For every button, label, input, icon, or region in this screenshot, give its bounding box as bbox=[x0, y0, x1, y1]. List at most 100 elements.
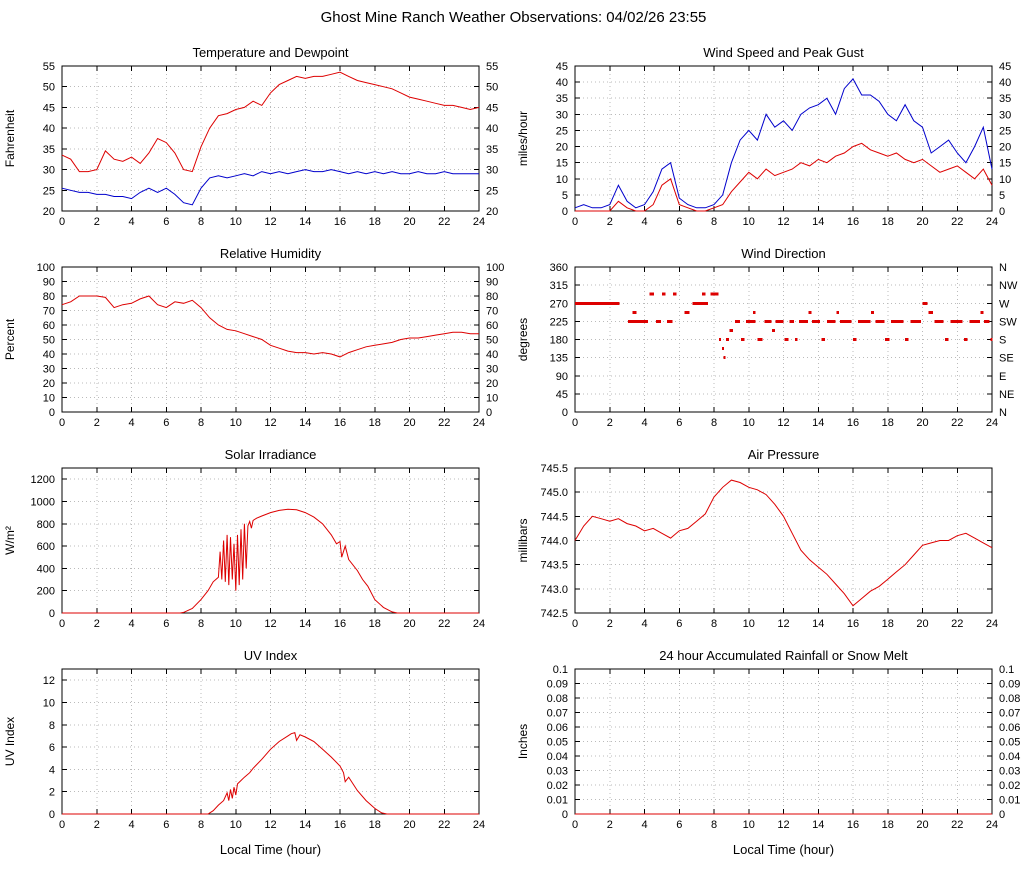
svg-text:15: 15 bbox=[556, 158, 568, 170]
svg-text:30: 30 bbox=[556, 109, 568, 121]
svg-text:2: 2 bbox=[607, 216, 613, 228]
svg-text:30: 30 bbox=[486, 364, 498, 376]
svg-text:5: 5 bbox=[999, 190, 1005, 202]
svg-text:35: 35 bbox=[999, 93, 1011, 105]
svg-text:45: 45 bbox=[556, 389, 568, 401]
svg-text:6: 6 bbox=[163, 618, 169, 630]
svg-text:20: 20 bbox=[916, 819, 928, 831]
svg-text:2: 2 bbox=[94, 417, 100, 429]
svg-text:0: 0 bbox=[562, 809, 568, 821]
svg-text:40: 40 bbox=[43, 349, 55, 361]
svg-text:0: 0 bbox=[562, 206, 568, 218]
svg-text:N: N bbox=[999, 407, 1007, 419]
svg-text:22: 22 bbox=[438, 216, 450, 228]
chart-air-pressure: Air Pressure 0 2 4 6 8 10 12 14 16 18 20 22 24 742.5 74… bbox=[513, 442, 1027, 643]
svg-text:S: S bbox=[999, 335, 1006, 347]
svg-text:10: 10 bbox=[230, 216, 242, 228]
svg-text:Relative Humidity: Relative Humidity bbox=[220, 246, 322, 261]
svg-text:16: 16 bbox=[847, 618, 859, 630]
svg-text:Percent: Percent bbox=[3, 318, 17, 360]
svg-text:Wind Direction: Wind Direction bbox=[741, 246, 826, 261]
svg-text:12: 12 bbox=[264, 819, 276, 831]
svg-text:10: 10 bbox=[743, 216, 755, 228]
svg-text:10: 10 bbox=[43, 697, 55, 709]
svg-text:2: 2 bbox=[49, 787, 55, 799]
svg-text:80: 80 bbox=[43, 291, 55, 303]
svg-text:50: 50 bbox=[43, 82, 55, 94]
svg-text:10: 10 bbox=[230, 417, 242, 429]
svg-text:0.1: 0.1 bbox=[553, 664, 568, 676]
svg-text:20: 20 bbox=[43, 378, 55, 390]
svg-text:45: 45 bbox=[486, 102, 498, 114]
chart-wind-direction: Wind Direction 0 2 4 6 8 10 12 14 16 18 20 22 24 0 N 45 N… bbox=[513, 241, 1027, 442]
svg-text:6: 6 bbox=[676, 618, 682, 630]
svg-text:10: 10 bbox=[556, 174, 568, 186]
svg-text:25: 25 bbox=[43, 185, 55, 197]
svg-text:0: 0 bbox=[486, 407, 492, 419]
svg-text:30: 30 bbox=[43, 165, 55, 177]
svg-text:360: 360 bbox=[550, 262, 568, 274]
svg-text:0.05: 0.05 bbox=[999, 737, 1020, 749]
svg-text:0.03: 0.03 bbox=[547, 766, 568, 778]
svg-text:24: 24 bbox=[473, 417, 485, 429]
svg-text:0: 0 bbox=[59, 216, 65, 228]
svg-text:40: 40 bbox=[999, 77, 1011, 89]
svg-text:40: 40 bbox=[556, 77, 568, 89]
svg-text:0: 0 bbox=[49, 608, 55, 620]
svg-text:0: 0 bbox=[572, 819, 578, 831]
svg-text:0.05: 0.05 bbox=[547, 737, 568, 749]
svg-text:200: 200 bbox=[37, 586, 55, 598]
svg-text:25: 25 bbox=[486, 185, 498, 197]
svg-text:0: 0 bbox=[572, 216, 578, 228]
svg-text:270: 270 bbox=[550, 298, 568, 310]
svg-text:4: 4 bbox=[128, 618, 134, 630]
svg-text:70: 70 bbox=[43, 306, 55, 318]
svg-text:4: 4 bbox=[641, 417, 647, 429]
svg-text:12: 12 bbox=[777, 216, 789, 228]
svg-text:4: 4 bbox=[128, 819, 134, 831]
svg-text:Fahrenheit: Fahrenheit bbox=[3, 109, 17, 167]
svg-text:24: 24 bbox=[986, 819, 998, 831]
svg-text:4: 4 bbox=[49, 764, 55, 776]
svg-text:60: 60 bbox=[486, 320, 498, 332]
svg-text:16: 16 bbox=[334, 618, 346, 630]
svg-text:0.02: 0.02 bbox=[547, 780, 568, 792]
svg-text:8: 8 bbox=[198, 417, 204, 429]
svg-text:10: 10 bbox=[43, 393, 55, 405]
svg-text:20: 20 bbox=[43, 206, 55, 218]
svg-text:Temperature and Dewpoint: Temperature and Dewpoint bbox=[192, 45, 348, 60]
svg-text:10: 10 bbox=[743, 819, 755, 831]
svg-text:12: 12 bbox=[777, 618, 789, 630]
svg-text:35: 35 bbox=[43, 144, 55, 156]
svg-text:millibars: millibars bbox=[516, 518, 530, 562]
svg-text:14: 14 bbox=[299, 216, 311, 228]
svg-text:90: 90 bbox=[556, 371, 568, 383]
svg-text:14: 14 bbox=[299, 417, 311, 429]
svg-text:10: 10 bbox=[230, 618, 242, 630]
svg-text:14: 14 bbox=[299, 618, 311, 630]
svg-text:UV Index: UV Index bbox=[244, 648, 298, 663]
svg-text:2: 2 bbox=[607, 417, 613, 429]
svg-text:12: 12 bbox=[43, 675, 55, 687]
svg-text:18: 18 bbox=[882, 618, 894, 630]
svg-text:UV Index: UV Index bbox=[3, 717, 17, 766]
svg-text:4: 4 bbox=[641, 819, 647, 831]
svg-text:18: 18 bbox=[369, 618, 381, 630]
svg-text:16: 16 bbox=[334, 216, 346, 228]
svg-text:90: 90 bbox=[43, 277, 55, 289]
svg-text:30: 30 bbox=[999, 109, 1011, 121]
svg-text:0.04: 0.04 bbox=[999, 751, 1020, 763]
svg-text:0.02: 0.02 bbox=[999, 780, 1020, 792]
svg-text:15: 15 bbox=[999, 158, 1011, 170]
svg-text:16: 16 bbox=[847, 819, 859, 831]
svg-text:6: 6 bbox=[676, 819, 682, 831]
svg-text:4: 4 bbox=[128, 216, 134, 228]
svg-text:50: 50 bbox=[486, 335, 498, 347]
svg-text:60: 60 bbox=[43, 320, 55, 332]
svg-text:14: 14 bbox=[812, 618, 824, 630]
svg-text:24: 24 bbox=[473, 819, 485, 831]
svg-text:10: 10 bbox=[999, 174, 1011, 186]
